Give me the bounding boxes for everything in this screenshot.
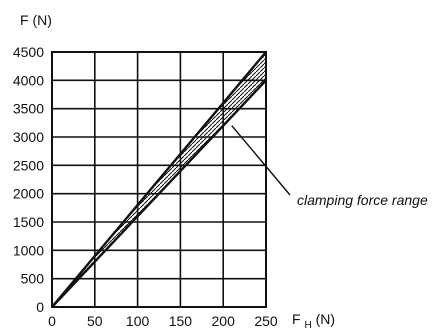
plot-frame bbox=[51, 51, 267, 308]
axis-layer bbox=[51, 51, 267, 308]
y-tick-label: 1000 bbox=[13, 242, 44, 258]
x-axis-label: F H (N) bbox=[292, 311, 335, 331]
y-tick-label: 2500 bbox=[13, 157, 44, 173]
y-tick-label: 500 bbox=[21, 271, 45, 287]
y-tick-label: 4500 bbox=[13, 44, 44, 60]
y-tick-label: 1500 bbox=[13, 214, 44, 230]
x-axis-label-main: F bbox=[292, 311, 301, 327]
annotation-leader-line bbox=[231, 125, 291, 196]
y-tick-label: 4000 bbox=[13, 72, 44, 88]
x-tick-label: 200 bbox=[212, 313, 236, 329]
annotation-text: clamping force range bbox=[297, 192, 428, 208]
annotation-layer: clamping force range bbox=[231, 125, 428, 208]
x-axis-label-unit: (N) bbox=[316, 311, 335, 327]
x-tick-label: 0 bbox=[48, 313, 56, 329]
upper-boundary-line bbox=[51, 51, 267, 308]
y-tick-label: 3500 bbox=[13, 101, 44, 117]
x-tick-label: 150 bbox=[169, 313, 193, 329]
y-tick-label: 0 bbox=[36, 299, 44, 315]
tick-label-layer: 0 50 100 150 200 2500500100015002000250030003… bbox=[13, 44, 278, 329]
x-axis-label-sub: H bbox=[304, 320, 311, 331]
x-tick-label: 250 bbox=[254, 313, 278, 329]
y-axis-label: F (N) bbox=[20, 12, 52, 28]
y-tick-label: 2000 bbox=[13, 186, 44, 202]
x-tick-label: 50 bbox=[87, 313, 103, 329]
y-tick-label: 3000 bbox=[13, 129, 44, 145]
lower-boundary-line bbox=[51, 79, 267, 308]
x-tick-label: 100 bbox=[126, 313, 150, 329]
line-layer bbox=[51, 51, 267, 308]
